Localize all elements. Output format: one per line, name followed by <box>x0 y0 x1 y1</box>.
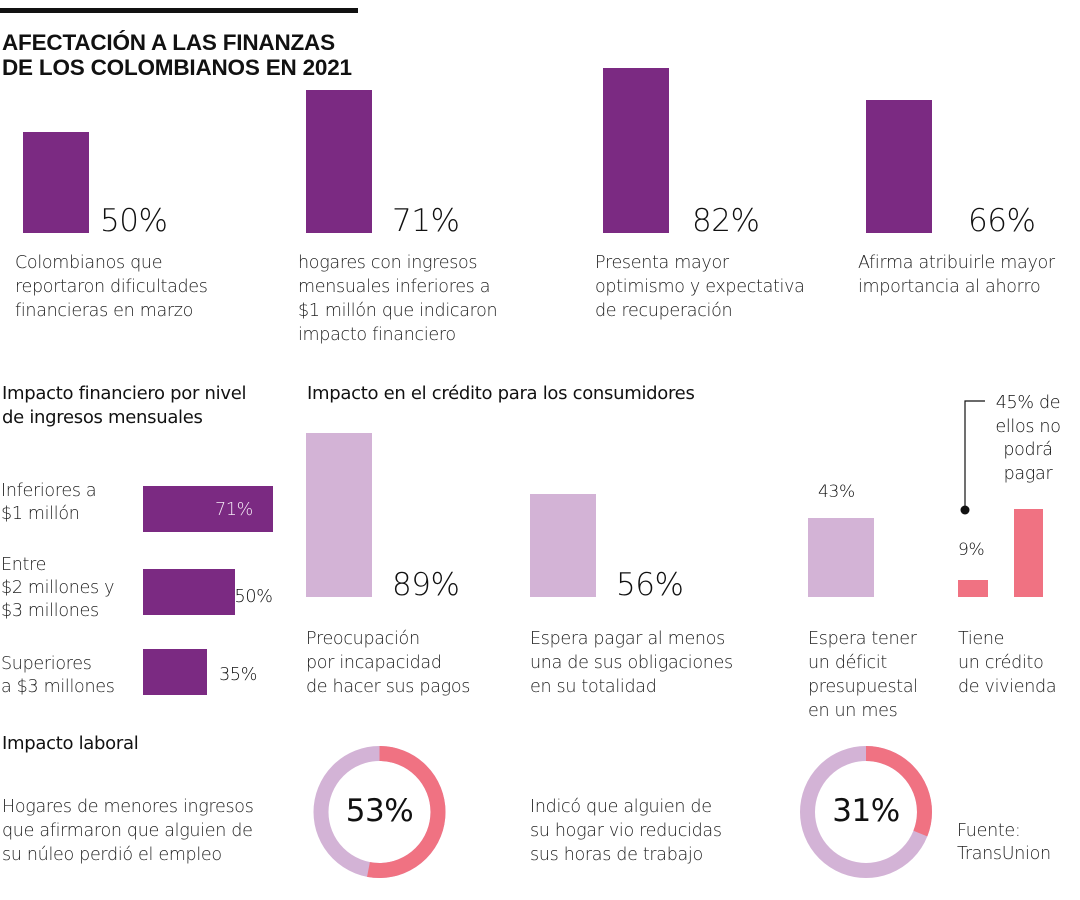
highlight-description: Afirma atribuirle mayor importancia al ah… <box>858 251 1055 299</box>
credit-description-line: en su totalidad <box>530 677 657 697</box>
donut-description-line: su hogar vio reducidas <box>530 821 722 841</box>
title-rule <box>0 8 358 13</box>
highlight-description-line: importancia al ahorro <box>858 277 1041 297</box>
highlight-description: Presenta mayor optimismo y expectativa de … <box>595 251 805 323</box>
donut-value: 31% <box>832 793 900 829</box>
income-section-title: Impacto financiero por nivel de ingresos… <box>2 382 246 430</box>
credit-description-line: Preocupación <box>306 629 420 649</box>
donut-description-line: que afirmaron que alguien de <box>2 821 253 841</box>
highlight-description-line: de recuperación <box>595 301 733 321</box>
credit-bar <box>306 433 372 597</box>
income-title-line: Impacto financiero por nivel <box>2 383 247 404</box>
annotation-dot <box>960 505 970 515</box>
income-bar <box>143 569 235 615</box>
income-category: Superiores a $3 millones <box>1 653 115 699</box>
credit-description: Espera tener un déficit presupuestal en un … <box>808 627 918 723</box>
donut-description-line: Indicó que alguien de <box>530 797 712 817</box>
highlight-value: 82% <box>692 203 760 239</box>
credit-description: Tiene un crédito de vivienda <box>958 627 1057 699</box>
donut-description: Indicó que alguien de su hogar vio reduci… <box>530 795 722 867</box>
credit-description-line: Espera tener <box>808 629 917 649</box>
highlight-value: 66% <box>968 203 1036 239</box>
highlight-description-line: Colombianos que <box>15 253 163 273</box>
credit-bar <box>958 580 988 597</box>
highlight-description-line: hogares con ingresos <box>298 253 478 273</box>
credit-description-line: por incapacidad <box>306 653 442 673</box>
credit-description-line: presupuestal <box>808 677 918 697</box>
highlight-description-line: reportaron dificultades <box>15 277 208 297</box>
annotation-text: 45% de ellos no podrá pagar <box>988 392 1068 486</box>
credit-description-line: Espera pagar al menos <box>530 629 725 649</box>
income-category: Inferiores a $1 millón <box>1 480 97 526</box>
income-category-line: Superiores <box>1 654 92 674</box>
source-name: TransUnion <box>957 844 1051 864</box>
credit-section-title: Impacto en el crédito para los consumido… <box>307 383 695 404</box>
highlight-description-line: $1 millón que indicaron <box>298 301 498 321</box>
income-category-line: Entre <box>1 555 47 575</box>
income-category-line: Inferiores a <box>1 481 97 501</box>
highlight-description: hogares con ingresos mensuales inferiores… <box>298 251 498 347</box>
credit-bar <box>530 493 596 597</box>
income-category: Entre $2 millones y $3 millones <box>1 554 114 623</box>
income-category-line: $3 millones <box>1 601 99 621</box>
highlight-description-line: Presenta mayor <box>595 253 729 273</box>
highlight-bar <box>306 90 372 233</box>
highlight-bar <box>603 68 669 233</box>
annotation-line: ellos no <box>995 416 1061 437</box>
income-category-line: $1 millón <box>1 504 80 524</box>
annotation-line: pagar <box>1003 463 1053 484</box>
credit-sub-bar <box>1014 509 1043 597</box>
credit-value: 9% <box>958 540 985 561</box>
credit-description: Preocupación por incapacidad de hacer sus … <box>306 627 470 699</box>
annotation-line: podrá <box>1003 440 1053 460</box>
highlight-value: 50% <box>100 203 168 239</box>
credit-description-line: Tiene <box>958 629 1005 649</box>
donut-description-line: su núleo perdió el empleo <box>2 845 222 865</box>
income-category-line: a $3 millones <box>1 677 115 697</box>
credit-description-line: de vivienda <box>958 677 1057 697</box>
donut-description: Hogares de menores ingresos que afirmaron… <box>2 795 254 867</box>
highlight-value: 71% <box>392 203 460 239</box>
highlight-description-line: financieras en marzo <box>15 301 194 321</box>
title-line: DE LOS COLOMBIANOS EN 2021 <box>2 55 352 80</box>
donut-value-arc <box>313 746 446 878</box>
annotation-leader-line <box>964 400 985 510</box>
highlight-description: Colombianos que reportaron dificultades fi… <box>15 251 208 323</box>
highlight-bar <box>23 132 89 233</box>
title-line: AFECTACIÓN A LAS FINANZAS <box>2 30 335 55</box>
credit-description-line: de hacer sus pagos <box>306 677 471 697</box>
income-value: 35% <box>219 665 258 685</box>
highlight-description-line: optimismo y expectativa <box>595 277 805 297</box>
source-note: Fuente: TransUnion <box>957 820 1051 866</box>
income-bar <box>143 486 273 532</box>
source-label: Fuente: <box>957 821 1021 841</box>
donut-value-arc <box>800 746 932 878</box>
highlight-description-line: impacto financiero <box>298 325 456 345</box>
income-category-line: $2 millones y <box>1 578 115 598</box>
credit-value: 56% <box>616 567 684 603</box>
highlight-description-line: mensuales inferiores a <box>298 277 491 297</box>
donut-value: 53% <box>345 793 414 829</box>
credit-description-line: una de sus obligaciones <box>530 653 733 673</box>
highlight-description-line: Afirma atribuirle mayor <box>858 253 1055 273</box>
income-value: 50% <box>234 587 273 607</box>
credit-description-line: en un mes <box>808 701 898 721</box>
credit-value: 89% <box>392 567 460 603</box>
credit-value: 43% <box>818 481 855 502</box>
labor-section-title: Impacto laboral <box>2 733 139 754</box>
credit-bar <box>808 517 874 597</box>
highlight-bar <box>866 100 932 233</box>
page-title: AFECTACIÓN A LAS FINANZAS DE LOS COLOMBI… <box>2 30 352 80</box>
credit-description-line: un déficit <box>808 653 887 673</box>
income-title-line: de ingresos mensuales <box>2 407 203 428</box>
donut-description-line: sus horas de trabajo <box>530 845 703 865</box>
income-value: 71% <box>215 500 253 520</box>
credit-description: Espera pagar al menos una de sus obligaci… <box>530 627 733 699</box>
income-bar <box>143 649 208 695</box>
credit-description-line: un crédito <box>958 653 1044 673</box>
donut-description-line: Hogares de menores ingresos <box>2 797 254 817</box>
annotation-line: 45% de <box>995 393 1061 413</box>
